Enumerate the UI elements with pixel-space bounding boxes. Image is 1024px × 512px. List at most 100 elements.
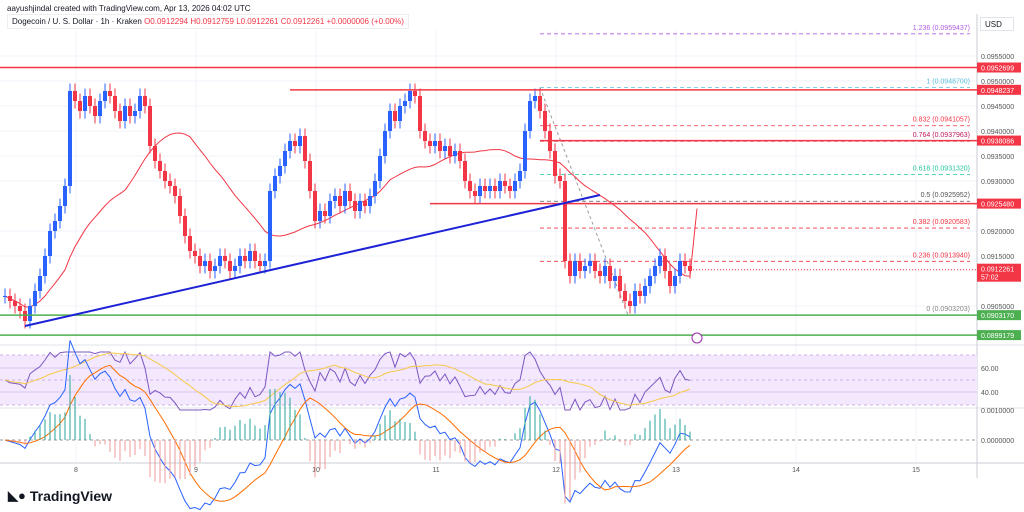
candle-body: [53, 221, 57, 231]
candle-body: [18, 306, 22, 311]
trend-line: [24, 194, 601, 327]
rsi-tick: 40.00: [981, 390, 999, 397]
candle-body: [313, 191, 317, 221]
support-price-label: 0.0899179: [981, 333, 1014, 340]
candle-body: [463, 161, 467, 181]
candle-body: [418, 96, 422, 131]
resistance-price-label: 0.0952699: [981, 66, 1014, 73]
candle-body: [598, 271, 602, 276]
price-tick-label: 0.0945000: [981, 104, 1014, 111]
fib-level-label: 1.236 (0.0959437): [913, 25, 970, 32]
symbol-name[interactable]: Dogecoin / U. S. Dollar · 1h · Kraken: [12, 17, 142, 26]
tradingview-logo: ◣● TradingView: [8, 488, 112, 504]
candle-body: [228, 261, 232, 271]
candle-body: [28, 306, 32, 321]
candle-body: [188, 236, 192, 251]
price-tick-label: 0.0950000: [981, 79, 1014, 86]
ohlc-low: L0.0912261: [236, 17, 279, 26]
candle-body: [13, 301, 17, 306]
candle-body: [443, 146, 447, 151]
candle-body: [583, 266, 587, 271]
price-label-bg: [977, 198, 1021, 209]
candle-body: [413, 91, 417, 96]
candle-body: [523, 131, 527, 171]
candle-body: [633, 291, 637, 306]
candle-body: [658, 256, 662, 266]
candle-body: [458, 151, 462, 161]
candle-body: [203, 261, 207, 266]
candle-body: [518, 171, 522, 181]
ohlc-high: H0.0912759: [190, 17, 234, 26]
candle-body: [433, 141, 437, 146]
candle-body: [503, 181, 507, 186]
candle-body: [253, 251, 257, 261]
candle-body: [428, 141, 432, 146]
candle-body: [68, 91, 72, 186]
price-tick-label: 0.0955000: [981, 54, 1014, 61]
candle-body: [678, 261, 682, 276]
candle-body: [63, 186, 67, 206]
price-tick-label: 0.0920000: [981, 229, 1014, 236]
candle-body: [438, 141, 442, 151]
candle-body: [113, 96, 117, 111]
candle-body: [363, 201, 367, 206]
price-tick-label: 0.0940000: [981, 129, 1014, 136]
candle-body: [538, 96, 542, 111]
candle-body: [373, 181, 377, 196]
candle-body: [288, 141, 292, 151]
candle-body: [623, 291, 627, 301]
x-tick-label: 15: [912, 467, 920, 474]
candle-body: [578, 261, 582, 271]
candle-body: [133, 111, 137, 116]
candle-body: [638, 291, 642, 296]
fib-level-label: 0.618 (0.0931320): [913, 165, 970, 172]
candle-body: [298, 136, 302, 146]
price-tick-label: 0.0915000: [981, 254, 1014, 261]
x-tick-label: 8: [74, 467, 78, 474]
candle-body: [653, 266, 657, 276]
candle-body: [353, 201, 357, 211]
resistance-price-label: 0.0938086: [981, 139, 1014, 146]
candle-body: [178, 196, 182, 216]
resistance-price-label: 0.0925480: [981, 202, 1014, 209]
candle-body: [378, 156, 382, 181]
x-tick-label: 13: [672, 467, 680, 474]
candle-body: [83, 96, 87, 111]
fib-level-label: 0.832 (0.0941057): [913, 117, 970, 124]
last-price-bg: [977, 263, 1021, 282]
candle-body: [388, 111, 392, 131]
candle-body: [143, 96, 147, 106]
candle-body: [563, 181, 567, 261]
fib-level-label: 0.382 (0.0920583): [913, 219, 970, 226]
currency-button[interactable]: USD: [980, 17, 1014, 31]
fib-level-label: 0.5 (0.0925952): [921, 192, 970, 199]
candle-body: [123, 106, 127, 121]
price-tick-label: 0.0930000: [981, 179, 1014, 186]
candle-body: [78, 101, 82, 111]
candle-body: [148, 106, 152, 146]
candle-body: [423, 131, 427, 141]
x-tick-label: 12: [552, 467, 560, 474]
candle-body: [168, 181, 172, 186]
candle-body: [498, 181, 502, 191]
signal-line: [4, 364, 691, 502]
candle-body: [618, 276, 622, 291]
candle-body: [573, 261, 577, 276]
candle-body: [193, 251, 197, 256]
countdown-label: 57:02: [981, 275, 999, 282]
candle-body: [38, 276, 42, 291]
candle-body: [688, 266, 692, 271]
candle-body: [528, 101, 532, 131]
price-tick-label: 0.0935000: [981, 154, 1014, 161]
candle-body: [43, 256, 47, 276]
candle-body: [558, 176, 562, 181]
candle-body: [553, 151, 557, 176]
candle-body: [323, 211, 327, 216]
tv-logo-icon: ◣●: [8, 488, 26, 503]
x-tick-label: 14: [792, 467, 800, 474]
candle-body: [303, 136, 307, 161]
candle-body: [153, 146, 157, 161]
price-tick-label: 0.0905000: [981, 304, 1014, 311]
candle-body: [493, 186, 497, 191]
